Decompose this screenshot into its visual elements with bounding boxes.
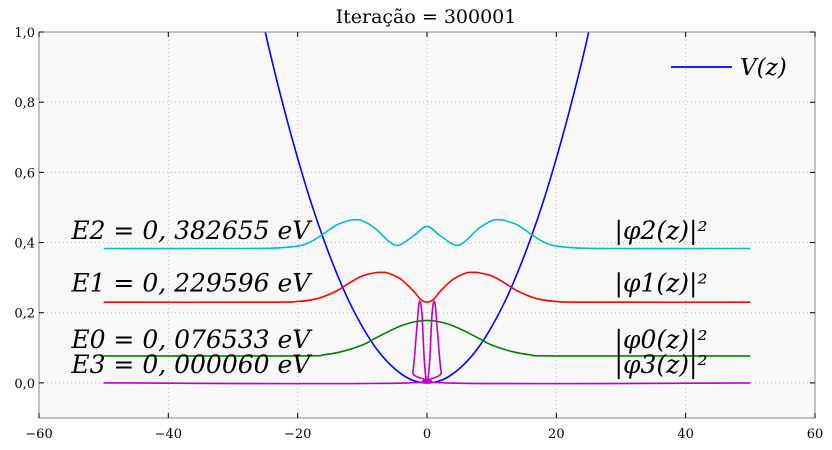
series-line-0-z [103,319,751,357]
y-tick-label: 0,4 [14,237,35,252]
annotation-label: E0 = 0, 076533 eV [70,325,313,354]
annotation-label: E2 = 0, 382655 eV [70,216,313,245]
annotation-label: |φ3(z)|² [615,350,708,380]
chart-title: Iteração = 300001 [336,6,517,28]
x-tick-label: 0 [423,427,431,442]
annotation-label: |φ1(z)|² [615,269,708,299]
x-tick-label: 20 [548,427,565,442]
y-tick-label: 1,0 [14,26,35,41]
x-tick-label: 60 [807,427,824,442]
annotations-layer: E2 = 0, 382655 eV E1 = 0, 229596 eV E0 = 0… [70,216,707,380]
annotation-label: E1 = 0, 229596 eV [70,269,313,298]
legend: V(z) [671,55,787,81]
axis-ticks: −60 −40 −20 0 20 40 60 0,0 0,2 0,4 0,6 0,8 1,0 [14,26,823,442]
annotation-label: E3 = 0, 000060 eV [70,350,313,379]
x-tick-label: −40 [155,427,182,442]
y-tick-label: 0,0 [14,377,35,392]
y-tick-label: 0,8 [14,96,35,111]
y-tick-label: 0,6 [14,166,35,181]
annotation-label: |φ0(z)|² [615,325,708,355]
annotation-label: |φ2(z)|² [615,216,708,246]
series-line-1-z [103,271,751,304]
x-tick-label: 40 [677,427,694,442]
x-tick-label: −20 [284,427,311,442]
legend-label: V(z) [740,55,787,81]
x-tick-label: −60 [25,427,52,442]
y-tick-label: 0,2 [14,307,35,322]
series-line-2-z [103,218,751,250]
series-layer [103,32,751,385]
series-line-3-z [103,300,751,385]
